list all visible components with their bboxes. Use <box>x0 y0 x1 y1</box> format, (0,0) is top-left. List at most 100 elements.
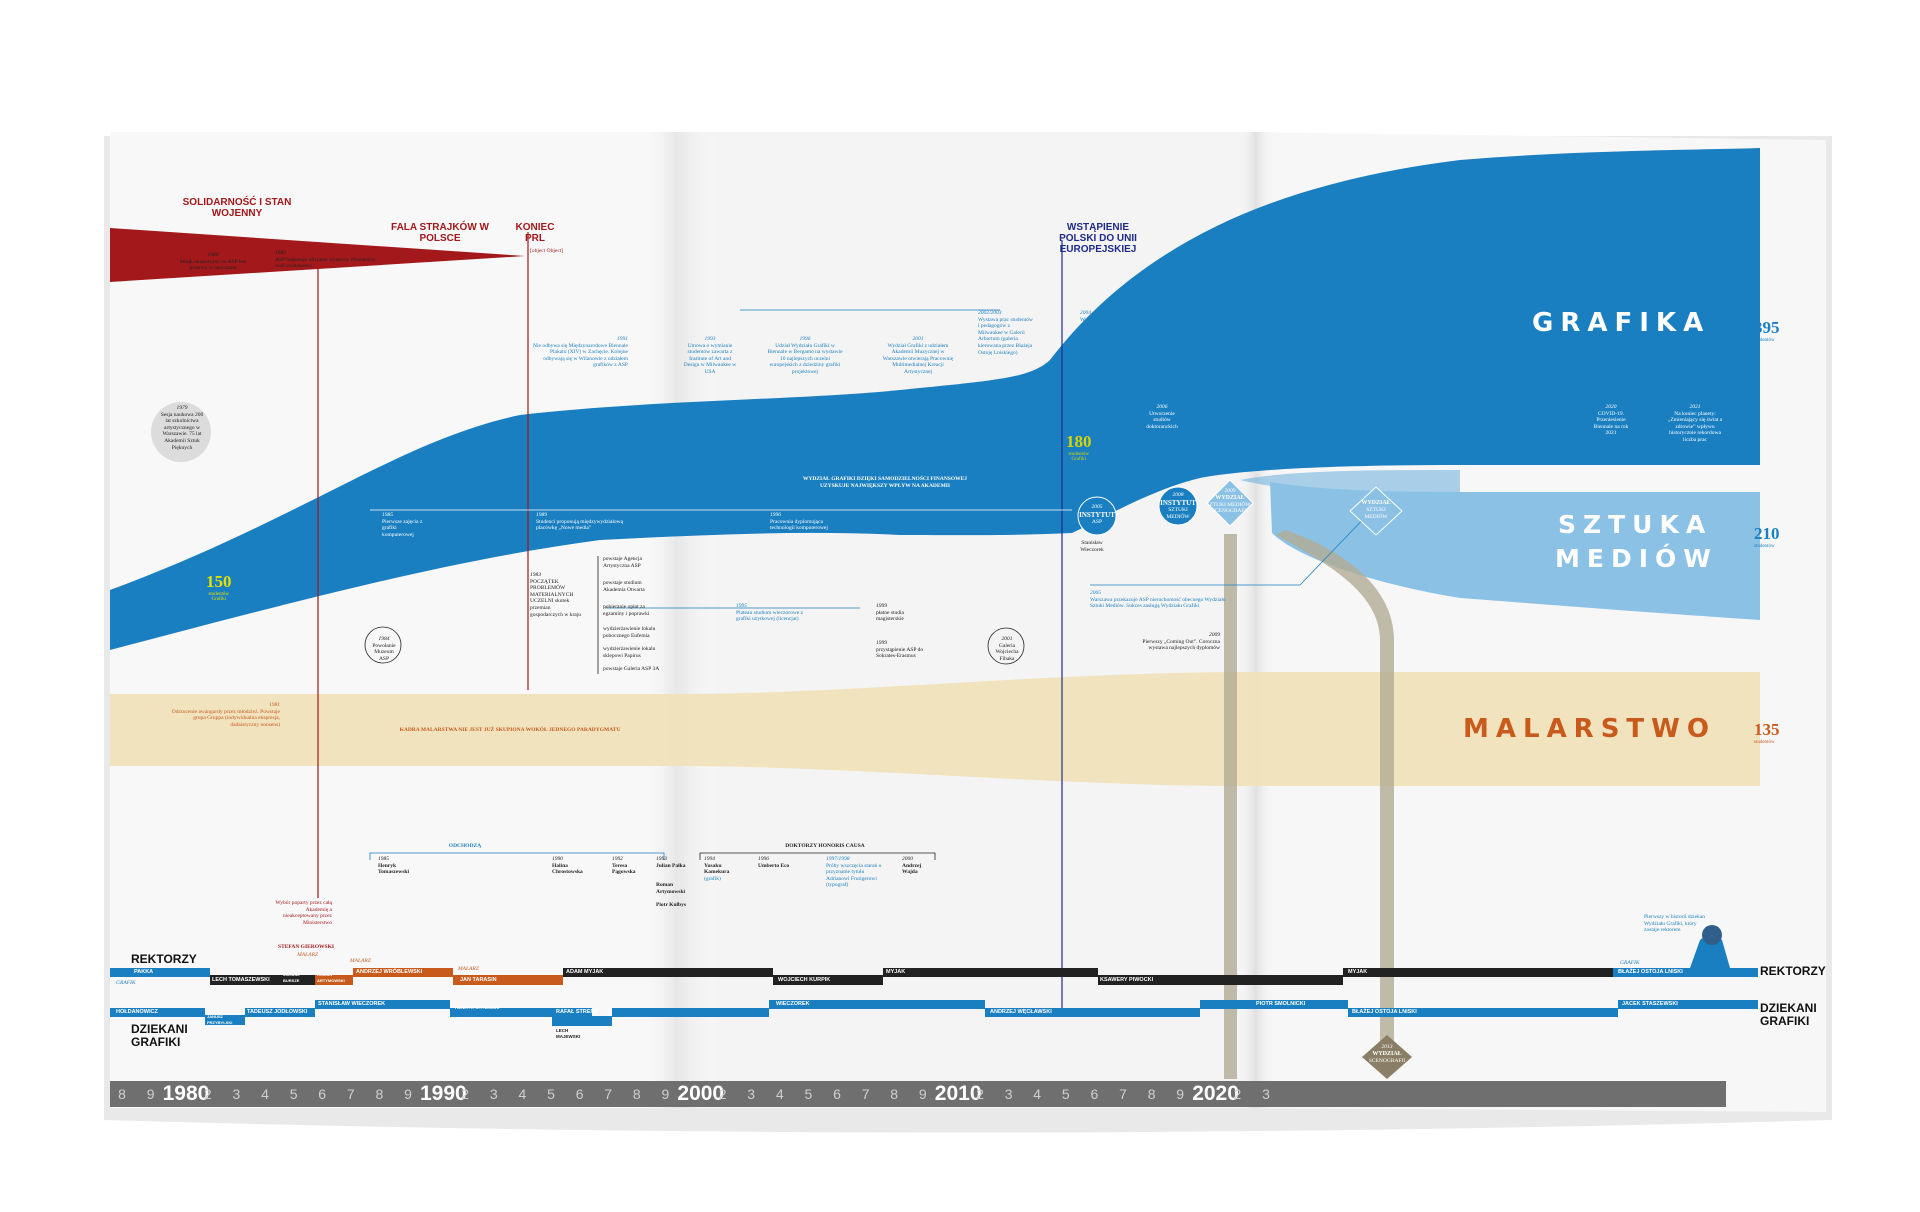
event-2020-text: COVID-19. Przeniesienie Biennale na rok … <box>1593 410 1629 437</box>
grafika-label: GRAFIKA <box>1532 308 1711 338</box>
event-1982: 1982 ASP bojkotuje oficjalne wystawy. Nie… <box>275 250 385 270</box>
wydzial-note: WYDZIAŁ GRAFIKI DZIĘKI SAMODZIELNOŚCI FI… <box>802 476 968 489</box>
person-1990-year: 1990 <box>552 856 563 862</box>
person-1997-text: Próby wszczęcia starań o przyznanie tytu… <box>826 862 882 882</box>
axis-digit: 4 <box>518 1086 527 1102</box>
event-2001-year: 2001 <box>912 336 924 342</box>
person-roman-name: Roman Artymowski <box>656 882 686 895</box>
rector-artymowski: ROMAN ARTYMOWSKI <box>317 972 345 983</box>
instytut-asp-year: 2005 <box>1091 504 1103 510</box>
rector-grafik-1: GRAFIK <box>116 980 136 986</box>
axis-digit: 3 <box>1004 1086 1013 1102</box>
event-p4: wydzierżawienie lokalu pobocznego Eufemi… <box>603 626 656 639</box>
axis-digit: 9 <box>661 1086 670 1102</box>
grafika-count: 395 studentów <box>1754 318 1780 343</box>
person-1997-note: (typograf) <box>826 882 849 889</box>
event-1984-text: Powołanie Muzeum ASP <box>372 642 396 662</box>
event-2021: 2021 Na koniec planety: „Zmieniający się … <box>1662 404 1728 444</box>
event-1981: 1981 Odrzucenie awangardy przez młodzież.… <box>170 702 280 728</box>
axis-digit: 6 <box>833 1086 841 1102</box>
person-1996: 1996 Umberto Eco <box>758 856 790 869</box>
axis-digit: 2 <box>1233 1086 1242 1102</box>
dean-weclawski: ANDRZEJ WĘCŁAWSKI <box>990 1009 1052 1015</box>
axis-digit: 5 <box>547 1086 555 1102</box>
rector-pakka: PAKKA <box>134 969 154 975</box>
event-1982-year: 1982 <box>275 250 286 256</box>
axis-digit: 6 <box>318 1086 327 1102</box>
rector-wroblewski: ANDRZEJ WRÓBLEWSKI <box>356 969 423 975</box>
axis-digit: 3 <box>232 1086 241 1102</box>
deans-title-1: DZIEKANI <box>131 1022 188 1036</box>
rector-tarasin: JAN TARASIN <box>460 977 497 983</box>
event-1999-year: 1999 <box>876 603 887 609</box>
wydzial-sztuki: WYDZIAŁ SZTUKI MEDIÓW <box>1356 500 1396 520</box>
doktorzy-label: DOKTORZY HONORIS CAUSA <box>785 843 865 849</box>
event-1999b: 1999 przystąpienie ASP do Sokrates-Erasmu… <box>876 640 942 660</box>
event-2004: 2004 Wystawa „Wszystko na papierze” w Wil… <box>1080 310 1146 343</box>
wydzial2-title: WYDZIAŁ <box>1361 500 1391 506</box>
deans-title-right-1: DZIEKANI <box>1760 1001 1817 1015</box>
instytut-asp: 2005 INSTYTUT ASP <box>1078 504 1116 526</box>
person-1994-year: 1994 <box>704 856 715 862</box>
wydzial3-sub: SCENOGRAFII <box>1368 1057 1406 1064</box>
event-1980-year: 1980 <box>207 252 219 258</box>
axis-digit: 2 <box>203 1086 212 1102</box>
person-2000-name: Andrzej Wajda <box>902 862 922 876</box>
event-p1: powstaje Agencja Artystyczna ASP <box>603 556 642 569</box>
event-1996-text: Udział Wydziału Grafiki w Biennale w Ber… <box>767 342 843 375</box>
axis-digit: 2 <box>461 1086 470 1102</box>
event-2005-year: 2005 <box>1090 590 1101 596</box>
event-1985-year: 1985 <box>382 512 393 518</box>
odchodza-label: ODCHODZĄ <box>448 843 482 849</box>
sztuka-count-unit: studentów <box>1754 544 1775 549</box>
event-1991-text: Nie odbywa się Międzynarodowe Biennale P… <box>533 342 628 369</box>
person-1993: 1993 Julian Pałka <box>656 856 686 869</box>
event-1993-year: 1993 <box>704 336 716 342</box>
malarstwo-count: 135 studentów <box>1754 720 1780 745</box>
person-1992-year: 1992 <box>612 856 623 862</box>
event-1980: 1980 Strajk okupacyjny na ASP bez przerwy… <box>178 252 248 272</box>
person-1996-name: Umberto Eco <box>758 862 790 869</box>
axis-digit: 9 <box>1176 1086 1185 1102</box>
event-2006-text: Utworzenie studiów doktoranckich <box>1146 410 1178 430</box>
axis-digit: 5 <box>289 1086 298 1102</box>
event-1996-year: 1996 <box>799 336 811 342</box>
axis-digit: 8 <box>118 1086 126 1102</box>
event-p5: wydzierżawienie lokalu sklepowi Papirus <box>603 646 656 659</box>
rector-piwocki: KSAWERY PIWOCKI <box>1100 977 1154 983</box>
person-1985-name: Henryk Tomaszewski <box>378 862 409 876</box>
event-2001b: 2001 Galeria Wojciecha Fibaka <box>992 636 1022 662</box>
axis-digit: 3 <box>1262 1086 1270 1102</box>
grafika-count-value: 395 <box>1754 318 1780 337</box>
event-1984: 1984 Powołanie Muzeum ASP <box>370 636 398 662</box>
event-1983: 1983 POCZĄTEK PROBLEMÓW MATERIALNYCH UCZE… <box>530 572 582 618</box>
rector-myjak-1: ADAM MYJAK <box>566 969 604 975</box>
history-solidarnosc: SOLIDARNOŚĆ I STAN WOJENNY <box>182 197 292 219</box>
axis-digit: 6 <box>575 1086 584 1102</box>
grafika-1980-value: 150 <box>206 572 232 591</box>
event-1999b-text: przystąpienie ASP do Sokrates-Erasmus <box>876 646 924 660</box>
rector-gierowski: STEFAN GIEROWSKI <box>278 944 334 950</box>
grafika-2004-unit2: Grafiki <box>1071 457 1086 462</box>
event-1991: 1991 Nie odbywa się Międzynarodowe Bienna… <box>532 336 628 369</box>
event-1984-year: 1984 <box>378 636 390 642</box>
axis-digit: 2 <box>976 1086 984 1102</box>
axis-digit: 3 <box>747 1086 756 1102</box>
person-roman: Roman Artymowski <box>656 882 692 895</box>
deans-title-right-2: GRAFIKI <box>1760 1014 1810 1029</box>
person-2000-year: 2000 <box>902 856 913 862</box>
event-p3: pobieranie opłat za egzaminy i poprawki <box>603 604 650 617</box>
first-dean-note: Pierwszy w historii dziekan Wydziału Gra… <box>1644 914 1705 934</box>
sztuka-label-1: SZTUKA <box>1558 510 1713 539</box>
person-1993-name: Julian Pałka <box>656 862 686 869</box>
malarstwo-note: KADRA MALARSTWA NIE JEST JUŻ SKUPIONA WO… <box>399 727 621 733</box>
instytut-asp-sub: ASP <box>1091 519 1103 526</box>
person-1994-note: (grafik) <box>704 875 721 882</box>
event-2001: 2001 Wydział Grafiki z udziałem Akademii … <box>880 336 956 376</box>
event-1980-text: Strajk okupacyjny na ASP bez przerwy w n… <box>179 258 247 272</box>
rector-myjak-2: MYJAK <box>886 969 906 975</box>
rector-malarz-1: MALARZ <box>297 952 318 958</box>
instytut-sztuki-sub: SZTUKI MEDIÓW <box>1166 507 1190 520</box>
grafika-count-unit: studentów <box>1754 338 1775 343</box>
event-2004-text: Wystawa „Wszystko na papierze” w Wilanow… <box>1080 316 1145 343</box>
